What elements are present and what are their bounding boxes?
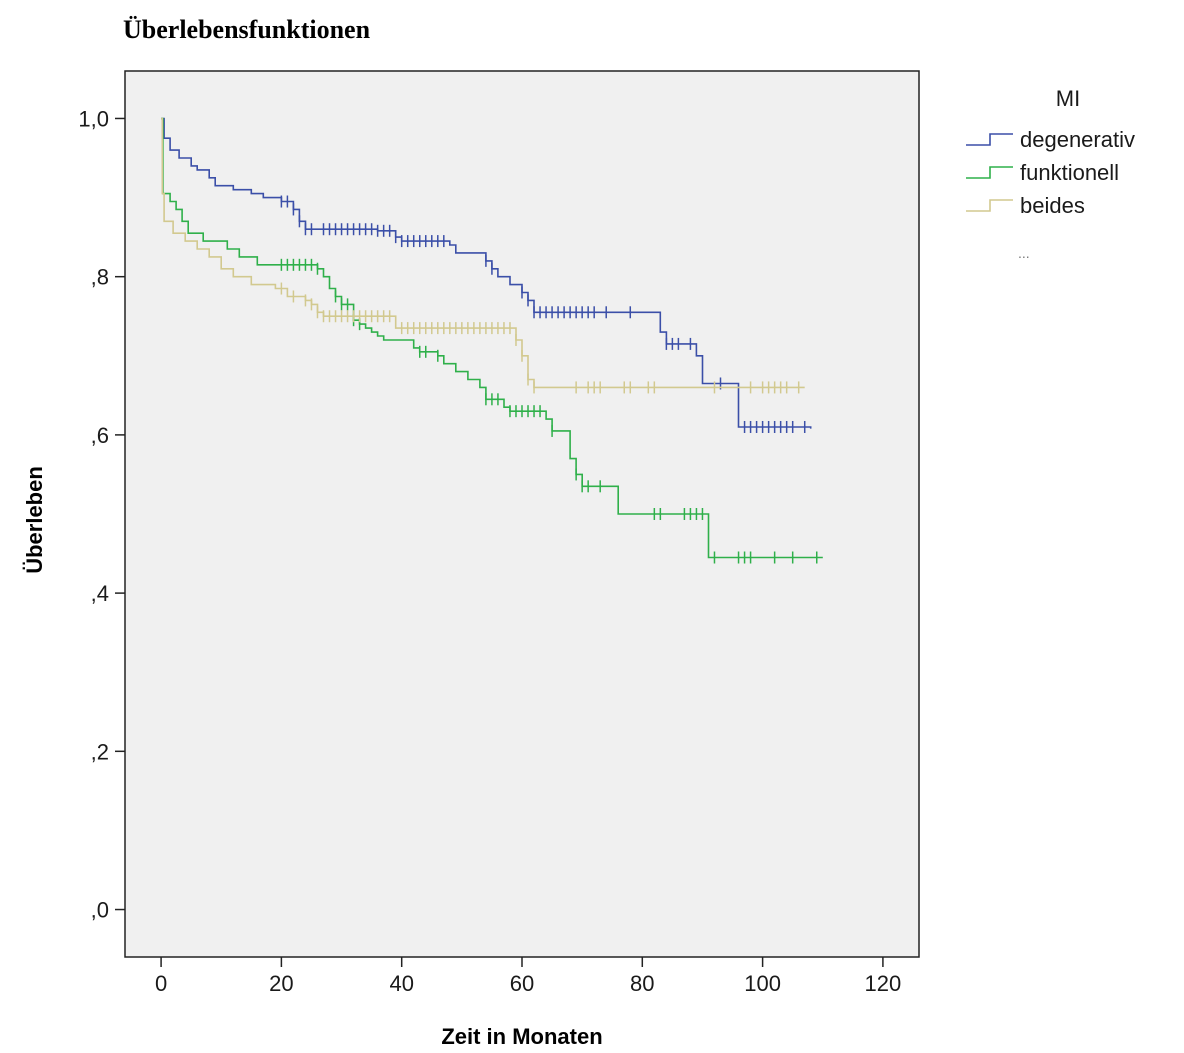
legend-item-beides: beides (966, 193, 1085, 218)
y-tick-label: ,4 (91, 581, 109, 606)
y-tick-label: ,2 (91, 739, 109, 764)
legend-item-degenerativ: degenerativ (966, 127, 1135, 152)
x-tick-label: 0 (155, 971, 167, 996)
legend-label: beides (1020, 193, 1085, 218)
legend-title: MI (1056, 86, 1080, 111)
x-tick-label: 60 (510, 971, 534, 996)
plot-area (124, 70, 920, 958)
legend: MI degenerativ funktionell beides ... (966, 86, 1135, 261)
legend-swatch (966, 199, 1013, 212)
x-tick-label: 80 (630, 971, 654, 996)
series-layer (161, 117, 823, 564)
legend-label: degenerativ (1020, 127, 1135, 152)
x-tick-label: 120 (865, 971, 902, 996)
y-tick-label: 1,0 (78, 106, 109, 131)
series-line-funktionell (161, 117, 823, 559)
y-tick-label: ,6 (91, 423, 109, 448)
legend-more-indicator: ... (1018, 245, 1030, 261)
y-axis: ,0 ,2 ,4 ,6 ,8 1,0 (78, 106, 125, 923)
legend-swatch (966, 166, 1013, 179)
legend-swatch (966, 133, 1013, 146)
y-tick-label: ,8 (91, 265, 109, 290)
x-axis: 0 20 40 60 80 100 120 (155, 957, 901, 996)
x-tick-label: 100 (744, 971, 781, 996)
series-beides (161, 117, 805, 394)
series-degenerativ (161, 117, 812, 433)
x-tick-label: 20 (269, 971, 293, 996)
y-axis-title: Überleben (22, 466, 47, 574)
chart-title: Überlebensfunktionen (123, 15, 371, 44)
legend-label: funktionell (1020, 160, 1119, 185)
x-axis-title: Zeit in Monaten (441, 1024, 602, 1049)
x-tick-label: 40 (389, 971, 413, 996)
legend-item-funktionell: funktionell (966, 160, 1119, 185)
y-tick-label: ,0 (91, 898, 109, 923)
